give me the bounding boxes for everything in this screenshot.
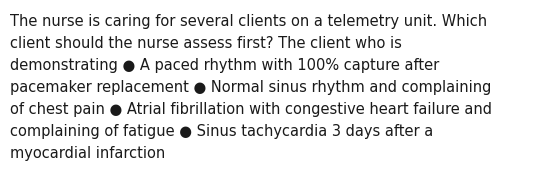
Text: client should the nurse assess first? The client who is: client should the nurse assess first? Th… <box>10 36 402 51</box>
Text: demonstrating ● A paced rhythm with 100% capture after: demonstrating ● A paced rhythm with 100%… <box>10 58 439 73</box>
Text: of chest pain ● Atrial fibrillation with congestive heart failure and: of chest pain ● Atrial fibrillation with… <box>10 102 492 117</box>
Text: The nurse is caring for several clients on a telemetry unit. Which: The nurse is caring for several clients … <box>10 14 487 29</box>
Text: complaining of fatigue ● Sinus tachycardia 3 days after a: complaining of fatigue ● Sinus tachycard… <box>10 124 433 139</box>
Text: pacemaker replacement ● Normal sinus rhythm and complaining: pacemaker replacement ● Normal sinus rhy… <box>10 80 492 95</box>
Text: myocardial infarction: myocardial infarction <box>10 146 165 161</box>
